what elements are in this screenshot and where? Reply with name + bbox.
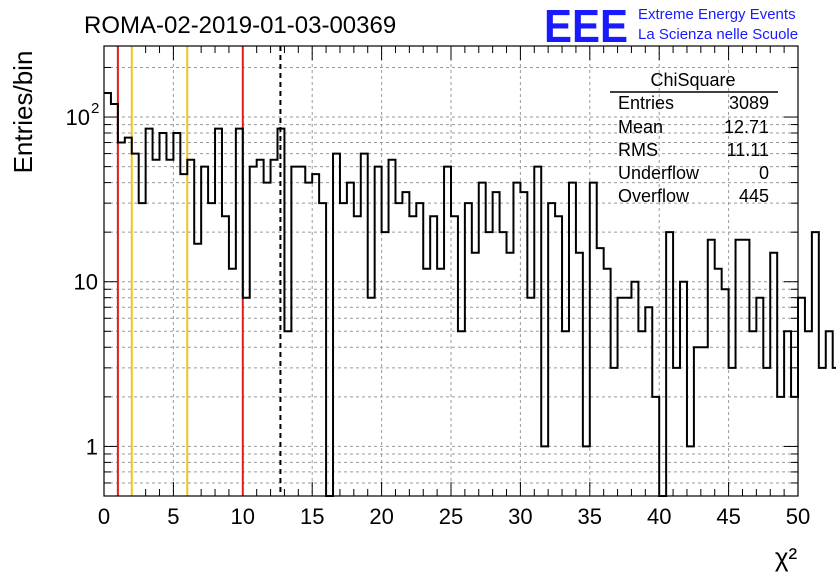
stats-row-rms-value: 11.11 [727,140,769,160]
stats-row-mean-value: 12.71 [724,117,769,137]
x-tick-label: 35 [578,504,602,529]
stats-row-entries-label: Entries [618,93,674,113]
logo-text: EEE [544,0,628,52]
stats-row-mean-label: Mean [618,117,663,137]
y-tick-label: 10 [66,105,90,130]
stats-row-overflow-label: Overflow [618,186,690,206]
y-axis-label: Entries/bin [8,51,38,174]
stats-row-entries-value: 3089 [729,93,769,113]
y-tick-label: 10 [74,270,98,295]
x-tick-label: 25 [439,504,463,529]
plot-frame [103,45,799,497]
x-tick-label: 40 [647,504,671,529]
stats-box-title: ChiSquare [650,70,735,90]
stats-row-overflow-value: 445 [739,186,769,206]
x-tick-label: 0 [98,504,110,529]
x-tick-label: 45 [716,504,740,529]
logo-line-1: Extreme Energy Events [638,6,796,23]
stats-box: ChiSquare Entries 3089 Mean 12.71 RMS 11… [610,70,778,206]
x-tick-label: 15 [300,504,324,529]
stats-row-underflow-value: 0 [759,163,769,183]
stats-row-rms-label: RMS [618,140,658,160]
y-tick-label-exponent: 2 [91,100,99,117]
chart-title: ROMA-02-2019-01-03-00369 [84,12,396,39]
eee-logo: EEE Extreme Energy Events La Scienza nel… [544,0,798,52]
x-tick-label: 50 [786,504,810,529]
x-tick-label: 10 [231,504,255,529]
x-tick-label: 30 [508,504,532,529]
histogram-line [104,91,836,497]
x-tick-label: 20 [369,504,393,529]
stats-row-underflow-label: Underflow [618,163,700,183]
y-tick-label: 1 [86,434,98,459]
x-tick-label: 5 [167,504,179,529]
logo-line-2: La Scienza nelle Scuole [638,26,798,43]
x-axis-label: χ² [775,542,798,572]
